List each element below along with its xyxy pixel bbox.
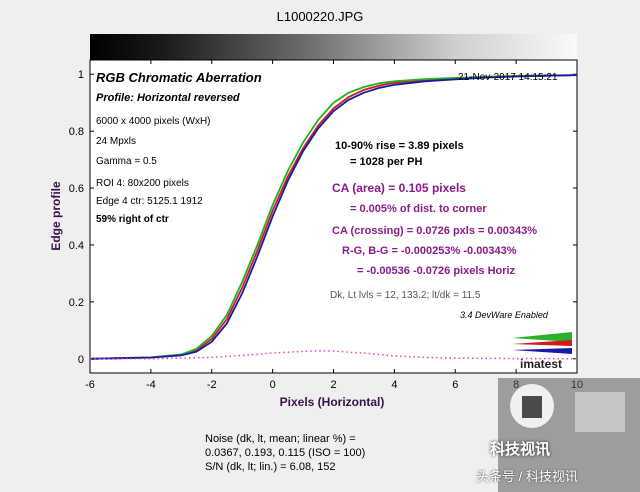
x-tick-label: 4	[391, 379, 397, 391]
file-title: L1000220.JPG	[276, 9, 364, 24]
watermark-badge	[498, 378, 640, 492]
y-tick-label: 0.8	[69, 126, 84, 138]
timestamp: 21-Nov-2017 14:15:21	[458, 72, 558, 83]
noise-line-1: Noise (dk, lt, mean; linear %) =	[205, 433, 356, 445]
info-line: 59% right of ctr	[96, 214, 169, 225]
y-tick-label: 0.6	[69, 183, 84, 195]
horiz-values: = -0.00536 -0.0726 pixels Horiz	[357, 265, 516, 277]
rg-bg: R-G, B-G = -0.000253% -0.00343%	[342, 245, 517, 257]
noise-line-2: 0.0367, 0.193, 0.115 (ISO = 100)	[205, 447, 366, 459]
noise-block: Noise (dk, lt, mean; linear %) = 0.0367,…	[205, 432, 365, 474]
ca-crossing: CA (crossing) = 0.0726 pxls = 0.00343%	[332, 225, 537, 237]
noise-line-3: S/N (dk, lt; lin.) = 6.08, 152	[205, 461, 336, 473]
chart-title: RGB Chromatic Aberration	[96, 70, 262, 85]
info-line: ROI 4: 80x200 pixels	[96, 178, 189, 189]
x-tick-label: 0	[270, 379, 276, 391]
y-tick-label: 1	[78, 69, 84, 81]
info-line: 6000 x 4000 pixels (WxH)	[96, 116, 211, 127]
dk-lt-levels: Dk, Lt lvls = 12, 133.2; lt/dk = 11.5	[330, 290, 481, 301]
imatest-logo: imatest	[512, 332, 572, 371]
x-tick-label: -6	[85, 379, 95, 391]
watermark-footer: 头条号 / 科技视讯	[476, 469, 578, 484]
series-line-noise	[90, 350, 578, 360]
ca-area-line-1: CA (area) = 0.105 pixels	[332, 181, 466, 195]
x-tick-label: -4	[146, 379, 156, 391]
x-axis-label: Pixels (Horizontal)	[280, 395, 385, 409]
info-line: Edge 4 ctr: 5125.1 1912	[96, 196, 203, 207]
x-tick-label: 6	[452, 379, 458, 391]
x-tick-label: 2	[330, 379, 336, 391]
info-line: Gamma = 0.5	[96, 156, 157, 167]
watermark-logo-text: 科技视讯	[490, 441, 551, 458]
imatest-brand: imatest	[520, 357, 562, 371]
series-line-blue	[89, 74, 578, 360]
y-tick-label: 0.4	[69, 240, 84, 252]
series-line-green	[89, 74, 578, 360]
edge-gradient-strip	[90, 34, 577, 60]
y-axis-label: Edge profile	[49, 181, 63, 251]
info-line: 24 Mpxls	[96, 136, 136, 147]
y-tick-label: 0	[78, 354, 84, 366]
x-tick-label: -2	[207, 379, 217, 391]
rise-line-1: 10-90% rise = 3.89 pixels	[335, 140, 464, 152]
version-label: 3.4 DevWare Enabled	[460, 310, 549, 320]
y-tick-label: 0.2	[69, 297, 84, 309]
rise-line-2: = 1028 per PH	[350, 156, 423, 168]
profile-label: Profile: Horizontal reversed	[96, 92, 240, 104]
ca-area-line-2: = 0.005% of dist. to corner	[350, 203, 487, 215]
